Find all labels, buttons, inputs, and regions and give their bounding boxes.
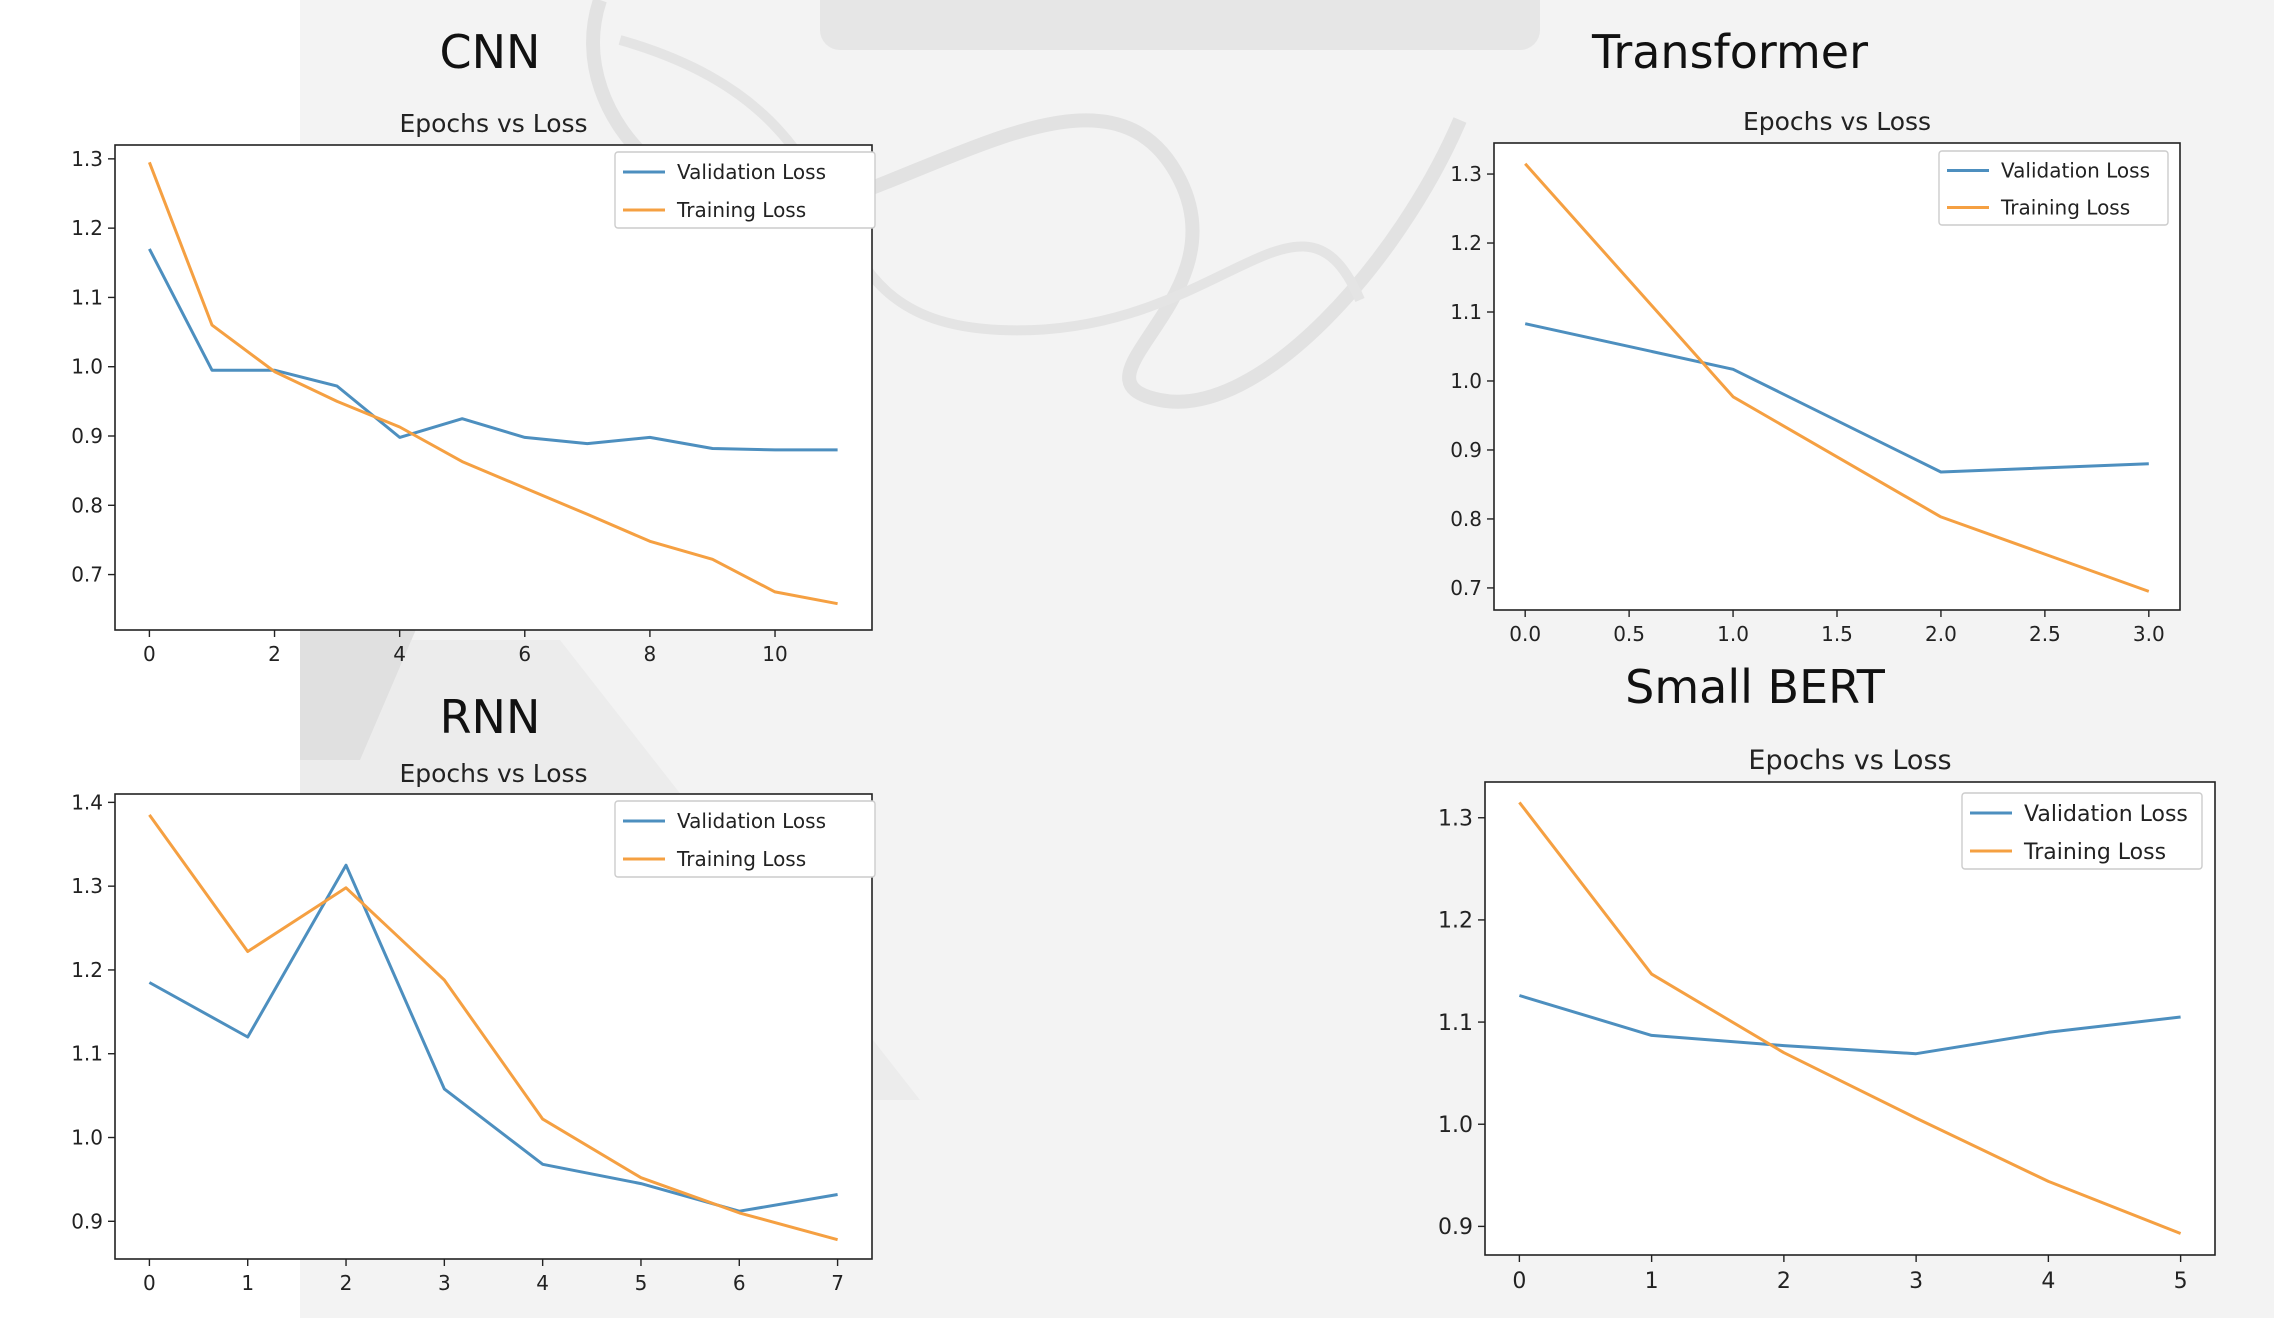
legend-label-validation-loss: Validation Loss: [677, 809, 826, 833]
panel-heading-rnn: RNN: [439, 690, 541, 744]
legend-box: [1938, 150, 2169, 226]
y-tick-label: 0.9: [71, 1209, 103, 1233]
x-tick-label: 0: [1512, 1269, 1526, 1294]
legend-label-validation-loss: Validation Loss: [2001, 159, 2150, 183]
y-tick-label: 1.0: [71, 1126, 103, 1150]
x-tick-label: 1: [241, 1271, 254, 1295]
legend: Validation Loss Training Loss: [1961, 792, 2203, 870]
x-tick-label: 4: [393, 642, 406, 666]
y-tick-label: 1.2: [1438, 909, 1473, 934]
x-tick-label: 4: [536, 1271, 549, 1295]
panel-cnn: CNN Epochs vs Loss 0 2 4 6 8 10 0.7 0.8 0.9 1.0 1.1…: [40, 20, 876, 666]
panel-small-bert: Small BERT Epochs vs Loss 0 1 2 3 4 5 0.9 1.0 1.1…: [1400, 655, 2260, 1315]
x-tick-label: 5: [2174, 1269, 2188, 1294]
legend-label-training-loss: Training Loss: [2023, 840, 2166, 865]
series-line-training-loss: [148, 814, 838, 1242]
legend: Validation Loss Training Loss: [614, 151, 876, 229]
y-tick-label: 1.1: [71, 1042, 103, 1066]
series-line-validation-loss: [1518, 994, 2181, 1056]
legend-label-training-loss: Training Loss: [676, 847, 806, 871]
y-tick-label: 1.1: [1438, 1011, 1473, 1036]
chart-transformer: Epochs vs Loss 0.0 0.5 1.0 1.5 2.0 2.5 3.0 0.7 0.…: [1450, 107, 2181, 646]
x-tick-label: 0: [143, 642, 156, 666]
chart-title: Epochs vs Loss: [399, 759, 587, 788]
panel-heading-transformer: Transformer: [1591, 25, 1869, 79]
y-tick-label: 0.7: [1450, 576, 1482, 600]
panel-transformer: Transformer Epochs vs Loss 0.0 0.5 1.0 1.5 2.…: [1400, 20, 2260, 646]
y-tick-label: 0.9: [71, 424, 103, 448]
x-tick-label: 4: [2041, 1269, 2055, 1294]
y-tick-label: 1.3: [1438, 806, 1473, 831]
legend-label-training-loss: Training Loss: [676, 198, 806, 222]
y-tick-label: 1.0: [71, 355, 103, 379]
legend-box: [614, 151, 876, 229]
x-tick-label: 3: [1909, 1269, 1923, 1294]
chart-title: Epochs vs Loss: [1743, 107, 1931, 136]
x-tick-label: 0.5: [1613, 622, 1645, 646]
chart-small-bert: Epochs vs Loss 0 1 2 3 4 5 0.9 1.0 1.1 1.2 1.3 Valid…: [1438, 745, 2216, 1294]
y-tick-label: 1.3: [71, 874, 103, 898]
x-tick-label: 2: [268, 642, 281, 666]
legend-label-validation-loss: Validation Loss: [677, 160, 826, 184]
legend-box: [1961, 792, 2203, 870]
x-tick-label: 3: [438, 1271, 451, 1295]
x-tick-label: 1: [1645, 1269, 1659, 1294]
legend-label-validation-loss: Validation Loss: [2024, 802, 2188, 827]
y-tick-label: 1.4: [71, 790, 103, 814]
y-tick-label: 1.2: [71, 958, 103, 982]
y-tick-label: 1.0: [1450, 369, 1482, 393]
x-tick-label: 8: [644, 642, 657, 666]
panel-heading-small-bert: Small BERT: [1625, 660, 1885, 714]
y-tick-label: 0.8: [71, 493, 103, 517]
x-tick-label: 2: [340, 1271, 353, 1295]
series-line-training-loss: [1524, 162, 2150, 593]
x-tick-label: 10: [762, 642, 787, 666]
series-line-validation-loss: [148, 248, 838, 452]
legend-box: [614, 800, 876, 878]
x-tick-label: 2.0: [1925, 622, 1957, 646]
x-tick-label: 0: [143, 1271, 156, 1295]
y-tick-label: 1.2: [71, 216, 103, 240]
series-line-validation-loss: [1524, 322, 2149, 474]
y-tick-label: 1.0: [1438, 1113, 1473, 1138]
panel-rnn: RNN Epochs vs Loss 0 1 2 3 4 5 6 7 0.9 1.0 1.1 1.2 1.…: [40, 670, 876, 1310]
series-line-training-loss: [147, 161, 838, 606]
y-tick-label: 1.3: [1450, 162, 1482, 186]
x-tick-label: 1.0: [1717, 622, 1749, 646]
legend: Validation Loss Training Loss: [614, 800, 876, 878]
panel-heading-cnn: CNN: [439, 25, 541, 79]
legend: Validation Loss Training Loss: [1938, 150, 2169, 226]
x-tick-label: 3.0: [2133, 622, 2165, 646]
chart-title: Epochs vs Loss: [1748, 745, 1951, 776]
chart-cnn: Epochs vs Loss 0 2 4 6 8 10 0.7 0.8 0.9 1.0 1.1 1.2 1…: [71, 109, 876, 666]
x-tick-label: 2: [1777, 1269, 1791, 1294]
x-tick-label: 7: [831, 1271, 844, 1295]
chart-rnn: Epochs vs Loss 0 1 2 3 4 5 6 7 0.9 1.0 1.1 1.2 1.3 1.4…: [71, 759, 876, 1295]
x-tick-label: 5: [635, 1271, 648, 1295]
series-line-training-loss: [1518, 801, 2182, 1235]
y-tick-label: 0.9: [1438, 1215, 1473, 1240]
y-tick-label: 0.9: [1450, 438, 1482, 462]
y-tick-label: 0.7: [71, 563, 103, 587]
x-tick-label: 0.0: [1509, 622, 1541, 646]
y-tick-label: 1.1: [71, 285, 103, 309]
x-tick-label: 6: [518, 642, 531, 666]
y-tick-label: 1.3: [71, 147, 103, 171]
chart-title: Epochs vs Loss: [399, 109, 587, 138]
legend-label-training-loss: Training Loss: [2000, 196, 2130, 220]
y-tick-label: 0.8: [1450, 507, 1482, 531]
x-tick-label: 2.5: [2029, 622, 2061, 646]
x-tick-label: 1.5: [1821, 622, 1853, 646]
x-tick-label: 6: [733, 1271, 746, 1295]
y-tick-label: 1.1: [1450, 300, 1482, 324]
y-tick-label: 1.2: [1450, 231, 1482, 255]
